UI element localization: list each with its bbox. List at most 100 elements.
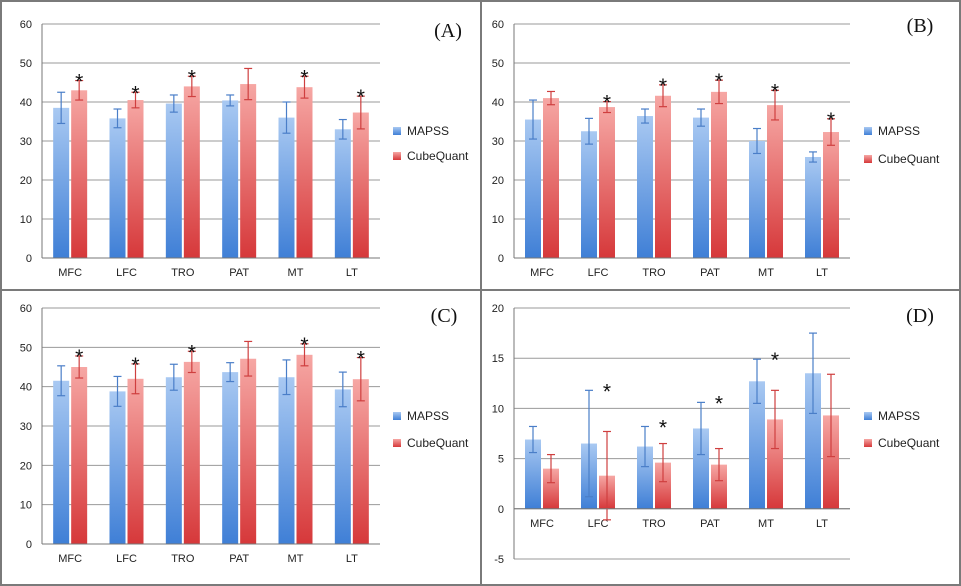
panel-2-xtick-label: MT [288, 553, 304, 565]
panel-2-bar-cubequant [183, 361, 200, 544]
panel-1-ytick-label: 10 [492, 214, 504, 226]
panel-1-bar-mapss [749, 141, 765, 258]
panel-0-bar-mapss [165, 103, 182, 258]
panel-3-significance-marker: * [603, 380, 611, 403]
panel-3-ytick-label: -5 [494, 554, 504, 566]
panel-0-xtick-label: MT [288, 267, 304, 279]
panel-2-ytick-label: 40 [20, 382, 32, 394]
panel-1-ytick-label: 20 [492, 175, 504, 187]
panel-3-legend-swatch-mapss [864, 412, 872, 420]
panel-0-bar-cubequant [296, 87, 313, 259]
panel-0-xtick-label: MFC [58, 267, 82, 279]
panel-0-ytick-label: 60 [20, 19, 32, 31]
panel-2-ytick-label: 0 [26, 539, 32, 551]
panel-1-legend-label-mapss: MAPSS [878, 124, 920, 138]
panel-3-legend-label-cubequant: CubeQuant [878, 436, 940, 450]
panel-2-significance-marker: * [357, 348, 365, 371]
panel-2-bar-cubequant [240, 358, 257, 544]
panel-0-xtick-label: TRO [171, 267, 195, 279]
panel-2-bar-mapss [222, 372, 239, 544]
panel-3-xtick-label: MFC [530, 518, 554, 530]
panel-0-significance-marker: * [75, 71, 83, 94]
panel-0-xtick-label: LT [346, 267, 358, 279]
panel-0-significance-marker: * [188, 66, 196, 89]
panel-3-significance-marker: * [659, 416, 667, 439]
panel-1-label: (B) [907, 15, 934, 37]
panel-0-bar-cubequant [127, 100, 144, 258]
panel-0-ytick-label: 40 [20, 97, 32, 109]
panel-0-bar-mapss [109, 118, 126, 258]
panel-2-bar-mapss [278, 377, 295, 544]
panel-3-xtick-label: MT [758, 518, 774, 530]
panel-1-bar-cubequant [655, 95, 671, 258]
panel-2-ytick-label: 20 [20, 460, 32, 472]
panel-1-bar-cubequant [823, 132, 839, 258]
panel-2-bar-mapss [165, 377, 182, 544]
panel-0-ytick-label: 30 [20, 136, 32, 148]
panel-3-xtick-label: LT [816, 518, 828, 530]
panel-1-legend-swatch-cubequant [864, 155, 872, 163]
panel-2-bar-mapss [109, 391, 126, 544]
panel-2-significance-marker: * [188, 341, 196, 364]
panel-1-significance-marker: * [771, 80, 779, 103]
panel-1-legend-label-cubequant: CubeQuant [878, 152, 940, 166]
panel-0-xtick-label: PAT [229, 267, 249, 279]
panel-2-ytick-label: 30 [20, 421, 32, 433]
panel-3-xtick-label: TRO [642, 518, 666, 530]
panel-0-bar-cubequant [183, 86, 200, 259]
panel-2-xtick-label: MFC [58, 553, 82, 565]
panel-0-bar-mapss [222, 100, 239, 258]
panel-3-bar-cubequant [711, 464, 727, 509]
panel-2-ytick-label: 10 [20, 500, 32, 512]
panel-2-bar-cubequant [127, 378, 144, 544]
panel-2-significance-marker: * [75, 346, 83, 369]
panel-3-bar-mapss [805, 373, 821, 509]
panel-1-significance-marker: * [603, 92, 611, 115]
panel-0-ytick-label: 50 [20, 58, 32, 70]
panel-3-xtick-label: LFC [588, 518, 609, 530]
panel-2-significance-marker: * [131, 354, 139, 377]
panel-3-legend-swatch-cubequant [864, 439, 872, 447]
panel-1-xtick-label: MFC [530, 267, 554, 279]
panel-2-bar-mapss [53, 380, 70, 544]
panel-1-ytick-label: 50 [492, 58, 504, 70]
panel-1-xtick-label: PAT [700, 267, 720, 279]
panel-1-bar-cubequant [599, 107, 615, 258]
panel-2-ytick-label: 50 [20, 342, 32, 354]
panel-2-label: (C) [431, 305, 458, 327]
panel-0-bar-mapss [53, 107, 70, 258]
panel-1-bar-mapss [805, 156, 821, 258]
panel-2-bar-cubequant [71, 367, 88, 544]
panel-3-bar-cubequant [823, 415, 839, 509]
panel-1-bar-mapss [637, 116, 653, 258]
panel-3-ytick-label: 15 [492, 353, 504, 365]
panel-2-ytick-label: 60 [20, 303, 32, 315]
panel-1-ytick-label: 30 [492, 136, 504, 148]
panel-3-significance-marker: * [715, 392, 723, 415]
panel-1-xtick-label: MT [758, 267, 774, 279]
panel-1-xtick-label: LFC [588, 267, 609, 279]
panel-0-bar-cubequant [352, 112, 369, 258]
panel-3-ytick-label: 20 [492, 303, 504, 315]
panel-2-xtick-label: LFC [116, 553, 137, 565]
panel-3-bar-mapss [525, 439, 541, 509]
panel-2-xtick-label: TRO [171, 553, 195, 565]
panel-2-xtick-label: PAT [229, 553, 249, 565]
panel-3-significance-marker: * [771, 349, 779, 372]
panel-2-bar-cubequant [296, 354, 313, 544]
panel-2-bar-mapss [334, 389, 351, 544]
panel-1-ytick-label: 60 [492, 19, 504, 31]
panel-0-legend-swatch-mapss [393, 127, 401, 135]
panel-0-legend-swatch-cubequant [393, 152, 401, 160]
panel-0-label: (A) [434, 20, 462, 42]
panel-0-bar-cubequant [71, 90, 88, 258]
panel-0-ytick-label: 20 [20, 175, 32, 187]
panel-0-xtick-label: LFC [116, 267, 137, 279]
panel-0-legend-label-mapss: MAPSS [407, 124, 449, 138]
panel-0-ytick-label: 10 [20, 214, 32, 226]
panel-1-xtick-label: TRO [642, 267, 666, 279]
panel-2-legend-swatch-cubequant [393, 439, 401, 447]
panel-1-bar-mapss [693, 117, 709, 258]
